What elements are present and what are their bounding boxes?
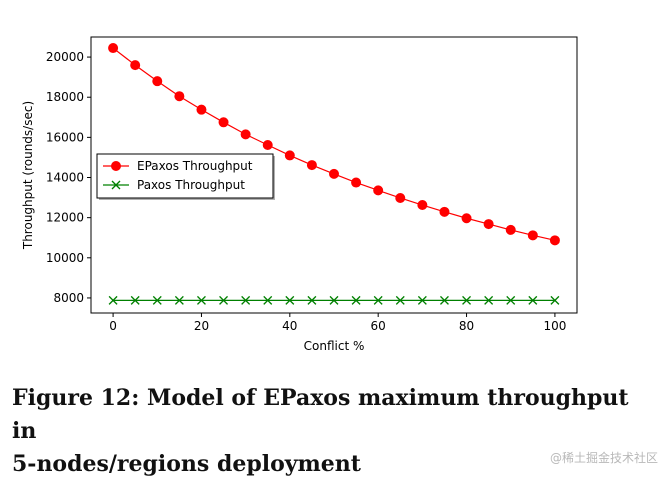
y-tick-label: 20000 [46,50,84,64]
data-point [130,295,140,305]
data-point [395,295,405,305]
data-point [417,200,428,211]
x-tick-label: 40 [282,319,297,333]
data-point [241,295,251,305]
y-tick-label: 16000 [46,130,84,144]
data-point [528,295,538,305]
legend-label: EPaxos Throughput [137,159,253,173]
figure-caption: Figure 12: Model of EPaxos maximum throu… [12,382,652,481]
data-point [505,224,516,235]
data-point [174,91,185,102]
data-point [111,180,121,190]
data-point [196,104,207,115]
y-tick-label: 12000 [46,211,84,225]
legend-item: Paxos Throughput [103,178,245,192]
x-tick-label: 0 [109,319,117,333]
data-point [152,76,163,87]
data-point [262,139,273,150]
x-axis-label: Conflict % [304,339,365,353]
caption-line-1: Figure 12: Model of EPaxos maximum throu… [12,385,629,444]
data-point [218,117,229,128]
data-point [351,295,361,305]
y-axis-label: Throughput (rounds/sec) [21,101,35,250]
watermark: @稀土掘金技术社区 [549,451,658,465]
data-point [219,295,229,305]
data-point [439,206,450,217]
legend-box [96,153,274,199]
data-point [108,295,118,305]
y-tick-label: 8000 [53,291,84,305]
data-point [461,213,472,224]
series-1 [108,295,560,305]
data-point [484,295,494,305]
series-line [112,47,556,241]
data-point [130,60,141,71]
x-tick-label: 60 [371,319,386,333]
series-0 [108,43,560,246]
data-point [196,295,206,305]
y-tick-label: 18000 [46,90,84,104]
data-point [285,295,295,305]
data-point [329,295,339,305]
data-point [174,295,184,305]
plot-area [90,36,578,314]
data-point [417,295,427,305]
data-point [329,168,339,179]
data-point [307,295,317,305]
y-tick-label: 10000 [46,251,84,265]
data-point [439,295,449,305]
throughput-chart: 0 20 40 60 80 100 8000 10000 12000 14000 16000 1800… [21,36,578,353]
x-tick-label: 100 [543,319,566,333]
data-point [284,150,295,161]
data-point [351,177,362,188]
data-point [483,219,494,230]
data-point [549,235,560,246]
legend-label: Paxos Throughput [137,178,245,192]
legend: EPaxos Throughput Paxos Throughput [96,153,275,200]
data-point [111,161,121,171]
data-point [395,192,406,203]
data-point [462,295,472,305]
data-point [550,295,560,305]
data-point [108,43,119,54]
data-point [373,295,383,305]
legend-item: EPaxos Throughput [103,159,253,173]
data-point [263,295,273,305]
data-point [506,295,516,305]
data-point [152,295,162,305]
x-tick-label: 80 [459,319,474,333]
x-tick-label: 20 [194,319,209,333]
data-point [306,160,317,171]
data-point [527,230,538,241]
data-point [240,129,251,140]
data-point [373,185,384,196]
y-tick-label: 14000 [46,171,84,185]
